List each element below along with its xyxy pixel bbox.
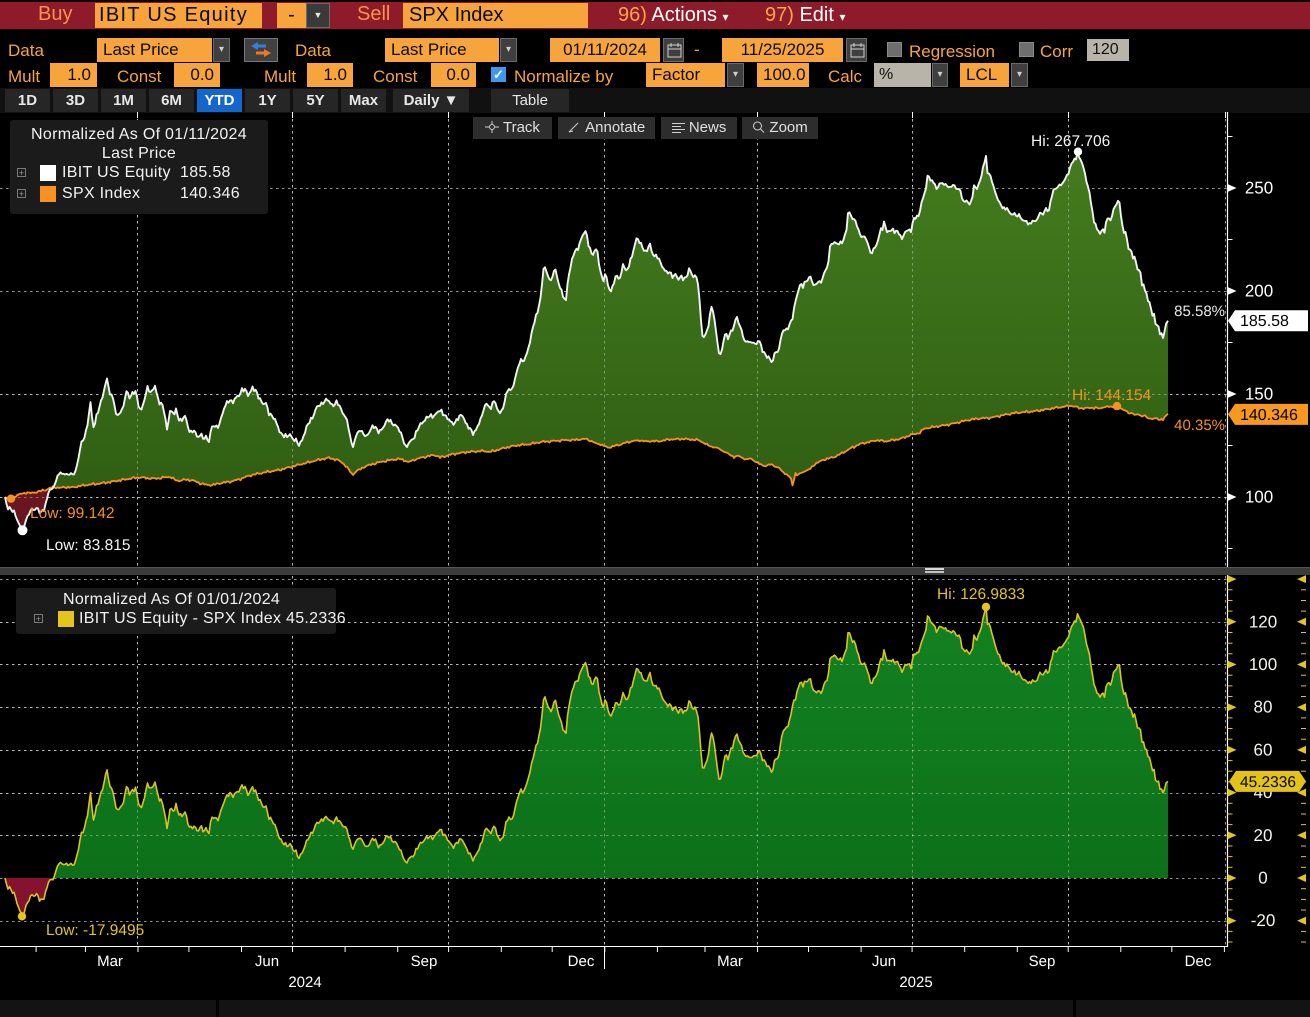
svg-text:Hi: 144.154: Hi: 144.154 <box>1072 387 1152 404</box>
svg-text:Low: 83.815: Low: 83.815 <box>46 537 130 554</box>
svg-text:150: 150 <box>1245 385 1273 404</box>
svg-text:120: 120 <box>1249 612 1277 631</box>
svg-text:0: 0 <box>1258 869 1267 888</box>
svg-text:185.58: 185.58 <box>1240 313 1289 330</box>
svg-text:250: 250 <box>1245 179 1273 198</box>
svg-text:20: 20 <box>1254 826 1273 845</box>
svg-text:Dec: Dec <box>1185 953 1212 970</box>
svg-text:Sep: Sep <box>411 953 438 970</box>
svg-text:85.58%: 85.58% <box>1174 303 1225 320</box>
svg-text:80: 80 <box>1254 698 1273 717</box>
svg-text:Mar: Mar <box>97 953 123 970</box>
svg-text:40.35%: 40.35% <box>1174 417 1225 434</box>
svg-text:100: 100 <box>1245 488 1273 507</box>
svg-text:Hi: 267.706: Hi: 267.706 <box>1031 133 1110 150</box>
svg-text:2024: 2024 <box>288 974 321 991</box>
svg-text:100: 100 <box>1249 655 1277 674</box>
svg-text:60: 60 <box>1254 740 1273 759</box>
svg-text:Mar: Mar <box>717 953 743 970</box>
svg-text:Dec: Dec <box>568 953 595 970</box>
svg-text:Jun: Jun <box>255 953 279 970</box>
svg-text:Low: -17.9495: Low: -17.9495 <box>46 922 144 939</box>
svg-text:200: 200 <box>1245 282 1273 301</box>
svg-text:45.2336: 45.2336 <box>1240 774 1296 791</box>
svg-text:Low: 99.142: Low: 99.142 <box>30 505 114 522</box>
svg-text:Hi: 126.9833: Hi: 126.9833 <box>937 586 1025 603</box>
svg-text:2025: 2025 <box>899 974 932 991</box>
svg-text:Sep: Sep <box>1029 953 1056 970</box>
svg-text:Jun: Jun <box>872 953 896 970</box>
svg-text:-20: -20 <box>1251 911 1276 930</box>
svg-text:140.346: 140.346 <box>1240 407 1298 424</box>
